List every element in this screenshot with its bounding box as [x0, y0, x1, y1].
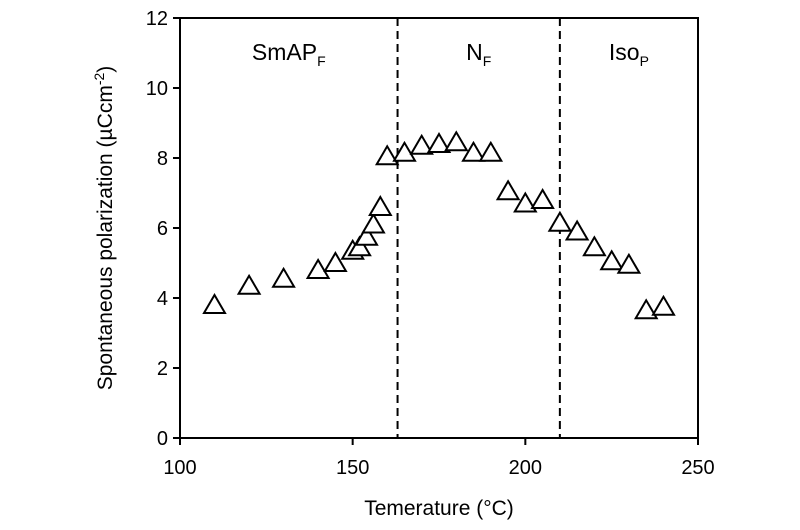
x-axis-ticks: 100 150 200 250: [163, 438, 715, 479]
data-point: [547, 210, 573, 232]
data-point: [651, 294, 676, 316]
data-point: [323, 251, 348, 272]
data-point: [582, 235, 607, 257]
data-point: [305, 258, 331, 279]
data-point: [361, 212, 386, 234]
data-point: [354, 224, 379, 246]
data-point: [444, 130, 469, 152]
x-tick-label: 150: [336, 457, 369, 479]
data-point: [633, 298, 659, 320]
data-point: [202, 293, 227, 314]
y-tick-label: 8: [157, 148, 168, 170]
x-tick-label: 100: [163, 457, 196, 479]
y-axis-label-suffix: ): [94, 66, 117, 73]
y-tick-label: 2: [157, 358, 168, 380]
data-point: [426, 132, 452, 153]
data-point: [271, 266, 296, 288]
phase-label: IsoP: [609, 39, 649, 69]
data-point: [374, 144, 400, 166]
data-point: [461, 140, 486, 162]
data-point: [409, 133, 434, 155]
data-markers: [202, 130, 676, 320]
y-tick-label: 6: [157, 218, 168, 240]
data-point: [513, 191, 538, 213]
data-point: [530, 188, 555, 209]
x-axis-label: Temerature (°C): [364, 497, 514, 520]
y-tick-label: 12: [146, 8, 168, 30]
phase-boundaries: [396, 18, 561, 438]
data-point: [236, 273, 262, 295]
data-point: [564, 219, 590, 241]
data-point: [599, 249, 624, 271]
phase-labels: SmAPF NF IsoP: [252, 39, 649, 69]
x-tick-label: 200: [509, 457, 542, 479]
y-axis-ticks: 0 2 4 6 8 10 12: [146, 8, 180, 450]
data-point: [616, 252, 642, 274]
phase-label: SmAPF: [252, 39, 326, 69]
y-axis-label: Spontaneous polarization (µCcm-2): [91, 66, 117, 391]
data-point: [495, 179, 521, 201]
y-tick-label: 10: [146, 78, 168, 100]
data-point: [347, 235, 372, 257]
y-tick-label: 0: [157, 428, 168, 450]
data-point: [392, 140, 417, 162]
plot-area-frame: [179, 17, 699, 439]
y-tick-label: 4: [157, 288, 168, 310]
data-point: [478, 140, 504, 162]
x-tick-label: 250: [681, 457, 714, 479]
y-axis-label-superscript: -2: [91, 73, 107, 86]
phase-label: NF: [466, 39, 491, 69]
y-axis-label-main: Spontaneous polarization (µCcm: [94, 85, 117, 390]
data-point: [368, 195, 393, 216]
